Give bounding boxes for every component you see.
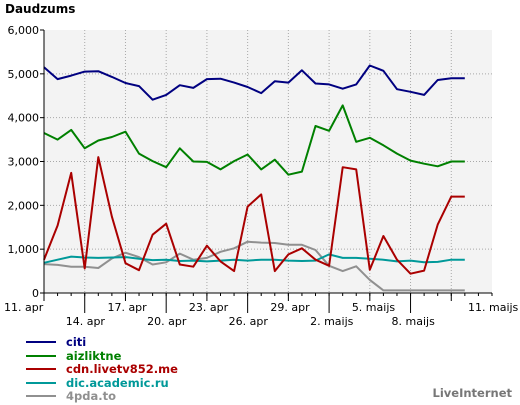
x-tick-label: 26. apr xyxy=(229,315,269,328)
y-tick-label: 3,000 xyxy=(8,156,40,169)
series-line-aizliktne xyxy=(43,104,465,176)
x-tick-label: 8. maijs xyxy=(392,315,436,328)
legend-label-cdn-livetv: cdn.livetv852.me xyxy=(66,362,178,376)
legend-label-citi: citi xyxy=(66,335,87,349)
legend-label-aizliktne: aizliktne xyxy=(66,348,122,363)
legend-swatch-citi xyxy=(26,341,56,343)
legend-swatch-4pda xyxy=(26,395,56,397)
x-tick-label: 17. apr xyxy=(107,301,147,314)
series-lines xyxy=(43,64,465,292)
y-tick-label: 6,000 xyxy=(8,24,40,37)
series-line-cdn-livetv852-me xyxy=(43,156,465,275)
grid-lines xyxy=(44,30,492,293)
legend-swatch-dic-academic xyxy=(26,381,56,384)
x-tick-label: 29. apr xyxy=(270,301,310,314)
footer-brand: LiveInternet xyxy=(432,386,512,400)
x-tick-label: 11. apr xyxy=(4,301,44,314)
x-tick-label: 2. maijs xyxy=(310,315,354,328)
axes: 0 1,000 2,000 3,000 4,000 5,000 6,000 11. apr 17… xyxy=(4,24,519,328)
y-tick-label: 4,000 xyxy=(8,112,40,125)
x-tick-label: 23. apr xyxy=(189,301,229,314)
legend-swatch-cdn-livetv xyxy=(26,368,56,370)
legend-label-dic-academic: dic.academic.ru xyxy=(66,375,169,390)
x-tick-label: 5. maijs xyxy=(352,301,396,314)
legend-label-4pda: 4pda.to xyxy=(66,389,116,403)
y-tick-label: 1,000 xyxy=(8,243,40,256)
plot-area xyxy=(44,30,492,293)
legend-swatch-aizliktne xyxy=(26,354,56,357)
x-tick-label: 14. apr xyxy=(66,315,106,328)
y-tick-label: 0 xyxy=(32,287,39,300)
x-tick-label: 11. maijs xyxy=(468,301,519,314)
chart-title: Daudzums xyxy=(5,2,76,16)
y-tick-label: 5,000 xyxy=(8,68,40,81)
series-line-citi xyxy=(43,64,465,101)
y-tick-label: 2,000 xyxy=(8,199,40,212)
series-line-dic-academic-ru xyxy=(43,253,465,264)
x-tick-label: 20. apr xyxy=(147,315,187,328)
